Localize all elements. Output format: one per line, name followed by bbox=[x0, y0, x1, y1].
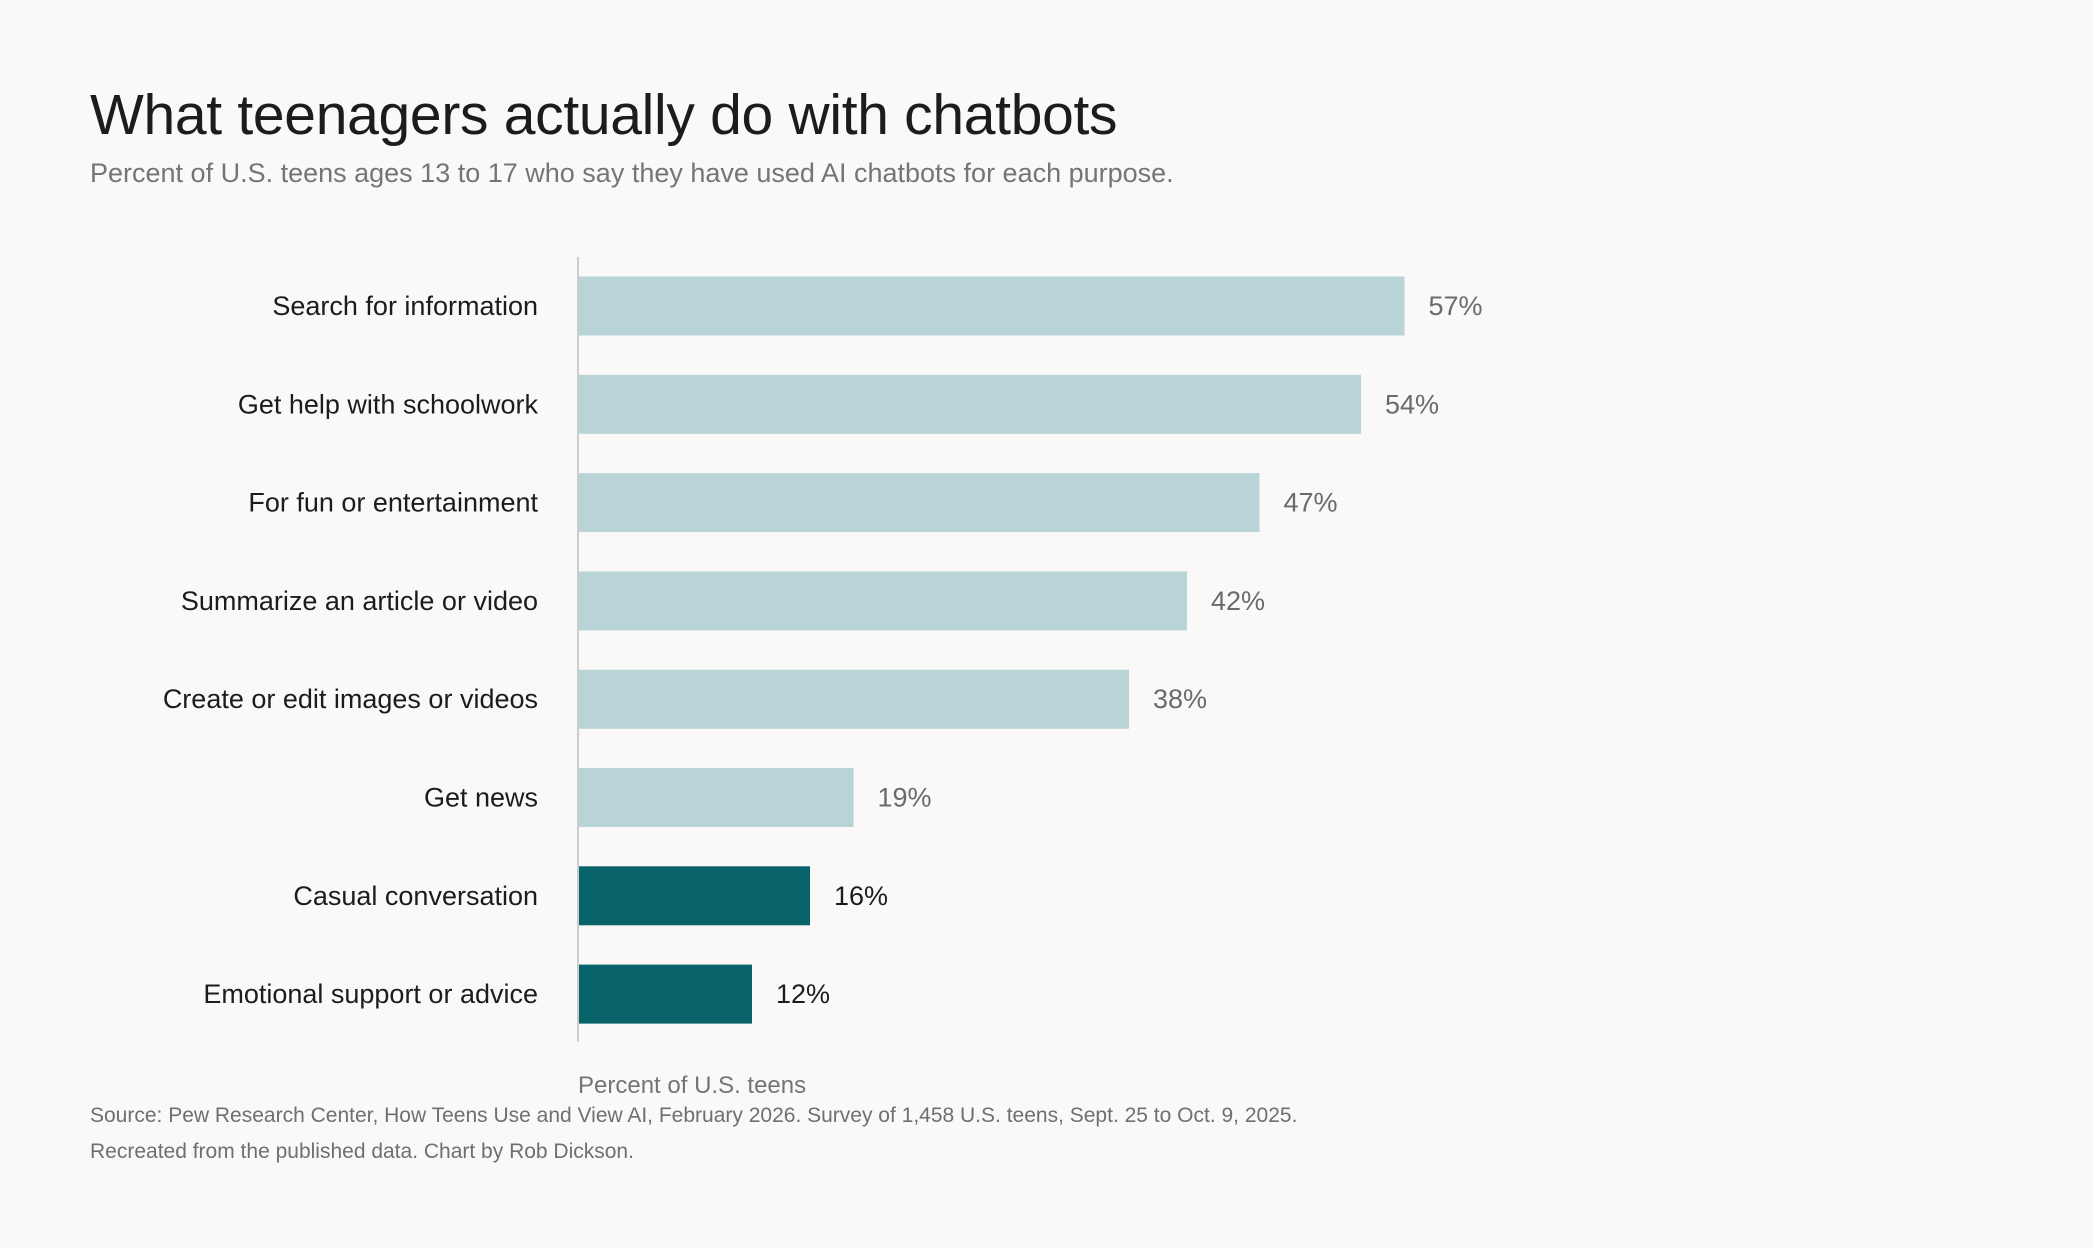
category-label: Summarize an article or video bbox=[181, 586, 538, 616]
category-label: Create or edit images or videos bbox=[163, 684, 538, 714]
x-axis-label: Percent of U.S. teens bbox=[578, 1072, 806, 1099]
category-label: Emotional support or advice bbox=[203, 979, 538, 1009]
credit-note: Recreated from the published data. Chart… bbox=[90, 1140, 634, 1163]
bar bbox=[578, 768, 854, 827]
category-label: Get news bbox=[424, 783, 538, 813]
category-label: For fun or entertainment bbox=[248, 488, 538, 518]
value-label: 47% bbox=[1284, 488, 1338, 518]
bar bbox=[578, 276, 1405, 336]
bar bbox=[578, 473, 1260, 533]
bar bbox=[578, 571, 1187, 631]
chart-subtitle: Percent of U.S. teens ages 13 to 17 who … bbox=[90, 158, 1174, 188]
bar bbox=[578, 866, 810, 926]
source-note: Source: Pew Research Center, How Teens U… bbox=[90, 1104, 1298, 1127]
value-label: 42% bbox=[1211, 586, 1265, 616]
chart-title: What teenagers actually do with chatbots bbox=[90, 83, 1118, 147]
value-label: 16% bbox=[834, 881, 888, 911]
bar bbox=[578, 964, 752, 1024]
category-label: Casual conversation bbox=[293, 881, 538, 911]
category-label: Get help with schoolwork bbox=[238, 389, 539, 419]
value-label: 54% bbox=[1385, 389, 1439, 419]
bar bbox=[578, 374, 1361, 434]
value-label: 19% bbox=[878, 783, 932, 813]
bar-chart: Search for information 57% Get help with s… bbox=[163, 257, 1483, 1099]
category-label: Search for information bbox=[272, 291, 538, 321]
value-label: 12% bbox=[776, 979, 830, 1009]
value-label: 57% bbox=[1429, 291, 1483, 321]
value-label: 38% bbox=[1153, 684, 1207, 714]
bar bbox=[578, 669, 1129, 729]
